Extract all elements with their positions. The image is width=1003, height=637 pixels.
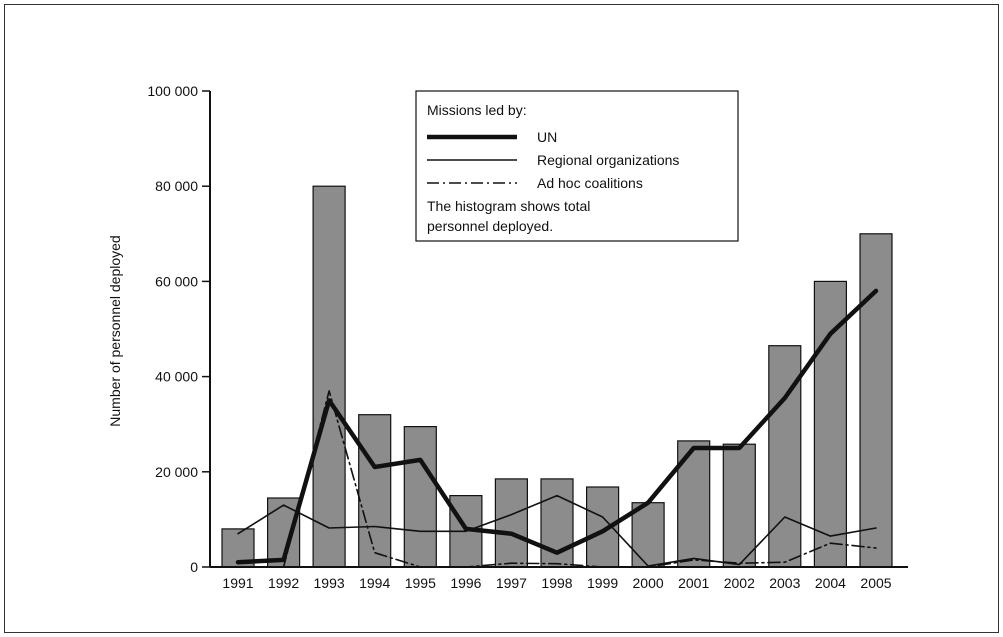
y-tick-label: 20 000: [155, 464, 198, 480]
axes-group: 0 20 000 40 000 60 000 80 000 100 000 1991 1992…: [147, 83, 908, 591]
x-tick-label: 1992: [268, 575, 299, 591]
bar-2000: [631, 502, 665, 568]
line-regional: [237, 494, 877, 567]
bar-1993: [312, 185, 346, 568]
x-tick-label: 2002: [724, 575, 755, 591]
bar-1997: [494, 478, 528, 568]
x-tick-label: 2005: [860, 575, 891, 591]
legend-entry-adhoc: Ad hoc coalitions: [537, 175, 643, 191]
bar-2002: [722, 443, 756, 568]
bar-1999: [585, 486, 620, 568]
x-tick-label: 2004: [815, 575, 846, 591]
x-tick-label: 1997: [496, 575, 527, 591]
legend-entry-un: UN: [537, 129, 557, 145]
bar-1995: [403, 426, 437, 568]
y-tick-label: 40 000: [155, 369, 198, 385]
y-tick-label: 60 000: [155, 273, 198, 289]
y-tick-label: 100 000: [147, 83, 198, 99]
x-tick-label: 1998: [541, 575, 572, 591]
legend-box: [415, 90, 739, 242]
legend-note-line-2: personnel deployed.: [427, 218, 553, 234]
x-tick-label: 1995: [405, 575, 436, 591]
x-tick-label: 1993: [314, 575, 345, 591]
x-tick-label: 1999: [587, 575, 618, 591]
bar-1994: [358, 414, 392, 568]
x-tick-label: 1991: [222, 575, 253, 591]
y-tick-label: 80 000: [155, 178, 198, 194]
x-tick-label: 2000: [633, 575, 664, 591]
x-tick-label: 2003: [769, 575, 800, 591]
x-tick-label: 2001: [678, 575, 709, 591]
bar-2005: [859, 233, 893, 568]
legend-entry-regional: Regional organizations: [537, 152, 679, 168]
legend-title: Missions led by:: [427, 102, 527, 118]
lines-group: [235, 288, 879, 568]
bars-group: [221, 185, 893, 568]
y-tick-label: 0: [190, 559, 198, 575]
line-un: [235, 288, 879, 565]
legend: Missions led by: UN Regional organizatio…: [415, 90, 739, 242]
y-axis-label: Number of personnel deployed: [107, 235, 123, 426]
legend-note-line-1: The histogram shows total: [427, 198, 590, 214]
x-tick-label: 1994: [359, 575, 390, 591]
line-adhoc: [237, 390, 877, 568]
x-tick-label: 1996: [450, 575, 481, 591]
